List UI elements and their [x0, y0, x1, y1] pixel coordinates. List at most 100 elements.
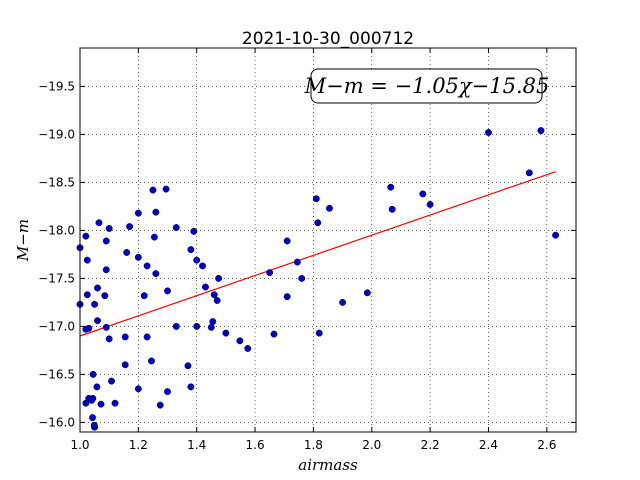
data-point [213, 297, 221, 304]
data-point [89, 414, 96, 422]
data-point [215, 274, 223, 282]
data-point [108, 377, 115, 385]
data-point [82, 232, 90, 240]
data-point [152, 270, 160, 278]
fit-line [79, 171, 556, 337]
data-point [537, 127, 545, 135]
data-point [187, 246, 195, 254]
data-point [123, 249, 131, 256]
data-point [134, 209, 142, 217]
data-point [244, 345, 252, 352]
data-point [89, 370, 97, 378]
y-tick-label: −16.0 [38, 415, 75, 429]
data-point [193, 256, 201, 264]
data-point [105, 335, 113, 343]
x-tick-label: 2.4 [479, 438, 498, 452]
x-tick-label: 2.2 [421, 438, 440, 452]
data-point [88, 396, 96, 404]
annotation-text: M−m = −1.05χ−15.85 [304, 74, 550, 98]
data-point [283, 293, 291, 301]
annotation-box [310, 68, 543, 104]
y-tick-label: −19.5 [38, 79, 75, 93]
data-point [148, 357, 155, 365]
data-point [190, 227, 198, 235]
data-point [387, 183, 395, 191]
x-tick-label: 1.2 [129, 438, 148, 452]
data-point [94, 284, 101, 292]
grid [79, 48, 576, 432]
x-tick-label: 1.0 [70, 438, 89, 452]
data-point [121, 333, 129, 341]
data-point [419, 190, 427, 198]
data-point [270, 330, 278, 338]
data-point [105, 225, 113, 232]
y-tick-label: −18.0 [38, 223, 75, 237]
data-point [143, 333, 151, 341]
x-tick-label: 1.4 [187, 438, 206, 452]
data-point [93, 383, 101, 391]
data-point [222, 329, 230, 337]
x-tick-label: 1.8 [304, 438, 323, 452]
data-point [525, 169, 533, 177]
data-point [164, 388, 171, 396]
x-tick-label: 2.6 [537, 438, 556, 452]
y-tick-label: −16.5 [38, 367, 75, 381]
data-point [97, 400, 105, 408]
data-point [83, 291, 91, 299]
data-point [150, 233, 158, 241]
data-point [102, 266, 110, 274]
plot-frame [79, 47, 577, 433]
x-tick-label: 1.6 [246, 438, 265, 452]
data-point [426, 201, 434, 208]
data-point [339, 298, 347, 306]
data-point [326, 204, 333, 212]
data-point [209, 318, 217, 326]
data-point [388, 205, 396, 213]
data-point [363, 289, 371, 297]
data-point [134, 253, 142, 261]
y-tick-label: −19.0 [38, 127, 75, 141]
y-tick-label: −17.0 [38, 319, 75, 333]
data-point [298, 274, 306, 282]
data-point [111, 399, 119, 407]
y-axis-label: M−m [14, 219, 32, 262]
axis-ticks: 1.0 1.2 1.4 1.6 1.8 2.0 2.2 2.4 2.6 −16.0 −16.5 −17… [38, 48, 576, 452]
data-point [164, 287, 171, 295]
data-point [193, 322, 201, 330]
data-point [283, 237, 291, 245]
data-point [199, 262, 206, 270]
data-point [293, 258, 301, 266]
data-point [102, 323, 110, 331]
x-tick-label: 2.0 [362, 438, 381, 452]
data-point [172, 322, 180, 330]
y-tick-label: −18.5 [38, 175, 75, 189]
data-point [156, 401, 164, 409]
data-point [184, 362, 192, 370]
data-point [314, 219, 322, 227]
data-point [266, 269, 274, 277]
y-tick-label: −17.5 [38, 271, 75, 285]
data-point [90, 421, 98, 429]
data-point [202, 283, 209, 291]
data-point [187, 383, 195, 391]
data-point [140, 292, 148, 300]
fit-layer [79, 171, 556, 337]
data-point [121, 361, 129, 369]
data-point [94, 317, 101, 325]
data-point [312, 195, 320, 203]
data-points [76, 127, 560, 431]
data-point [162, 185, 170, 193]
data-point [207, 323, 215, 331]
data-point [552, 231, 560, 239]
data-point [126, 223, 134, 231]
data-point [101, 292, 109, 300]
data-point [102, 237, 110, 245]
fit-annotation: M−m = −1.05χ−15.85 [304, 68, 550, 104]
data-point [210, 291, 218, 299]
data-point [91, 300, 99, 308]
data-point [85, 324, 93, 332]
data-point [134, 385, 142, 393]
data-point [172, 224, 180, 231]
data-point [95, 219, 103, 227]
